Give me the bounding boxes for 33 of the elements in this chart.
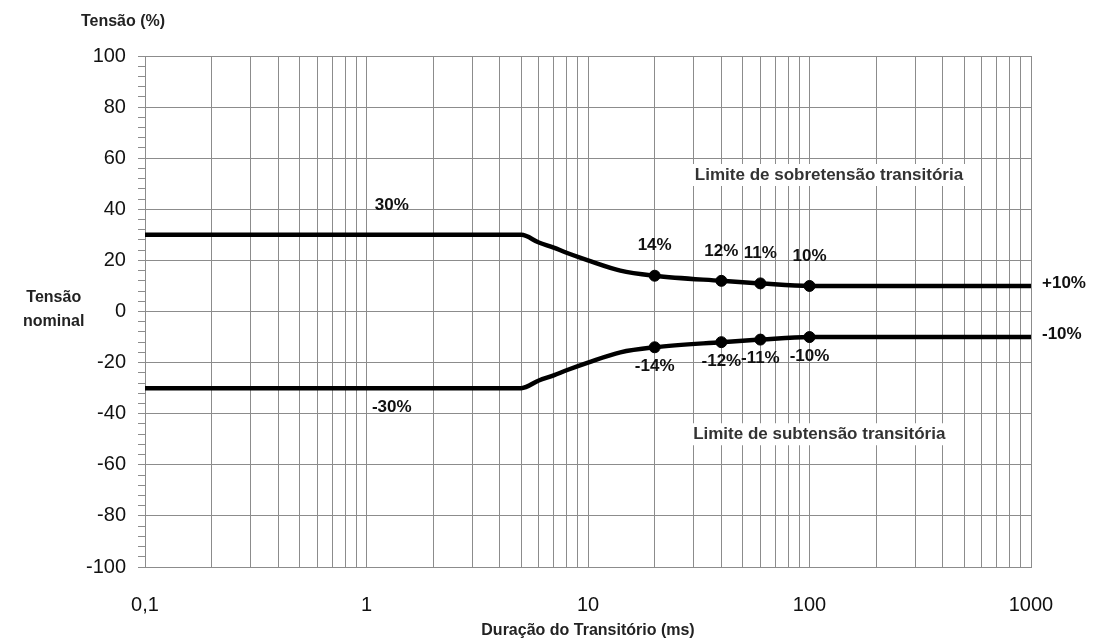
y-tick-label: -80 [97, 503, 126, 526]
x-tick-label: 100 [792, 592, 827, 615]
y-axis-title: Tensão (%) [80, 12, 166, 30]
y-tick-label: 20 [103, 247, 126, 270]
data-label: 12% [704, 240, 739, 260]
x-tick-label: 1000 [1008, 592, 1054, 615]
data-label: 14% [637, 235, 672, 255]
annotation: Limite de sobretensão transitória [694, 164, 964, 184]
data-label: -12% [701, 350, 742, 370]
data-label: 10% [792, 245, 827, 265]
x-tick-label: 1 [360, 592, 373, 615]
y-tick-label: -100 [85, 554, 126, 577]
data-label: -10% [789, 345, 830, 365]
data-label: 11% [743, 243, 777, 263]
y-tick-label: -60 [97, 452, 126, 475]
data-label: -10% [1042, 323, 1082, 343]
data-label: -14% [634, 355, 675, 375]
data-label: 30% [374, 194, 409, 214]
data-label: -30% [371, 396, 412, 416]
data-label: +10% [1042, 272, 1086, 292]
x-tick-label: 10 [576, 592, 600, 615]
text: Tensão nominal [23, 287, 85, 329]
y-tick-label: -40 [97, 401, 126, 424]
data-label: -11% [740, 348, 780, 368]
x-axis-title: Duração do Transitório (ms) [481, 620, 695, 638]
x-tick-label: 0,1 [131, 592, 159, 615]
y-tick-label: 80 [103, 94, 126, 117]
y-tick-label: 60 [103, 145, 126, 168]
y-tick-label: 40 [103, 196, 126, 219]
annotation: Limite de subtensão transitória [693, 423, 946, 443]
y-tick-label: 100 [92, 43, 126, 66]
y-tick-label: -20 [97, 350, 126, 373]
y-tick-label: 0 [114, 299, 126, 322]
